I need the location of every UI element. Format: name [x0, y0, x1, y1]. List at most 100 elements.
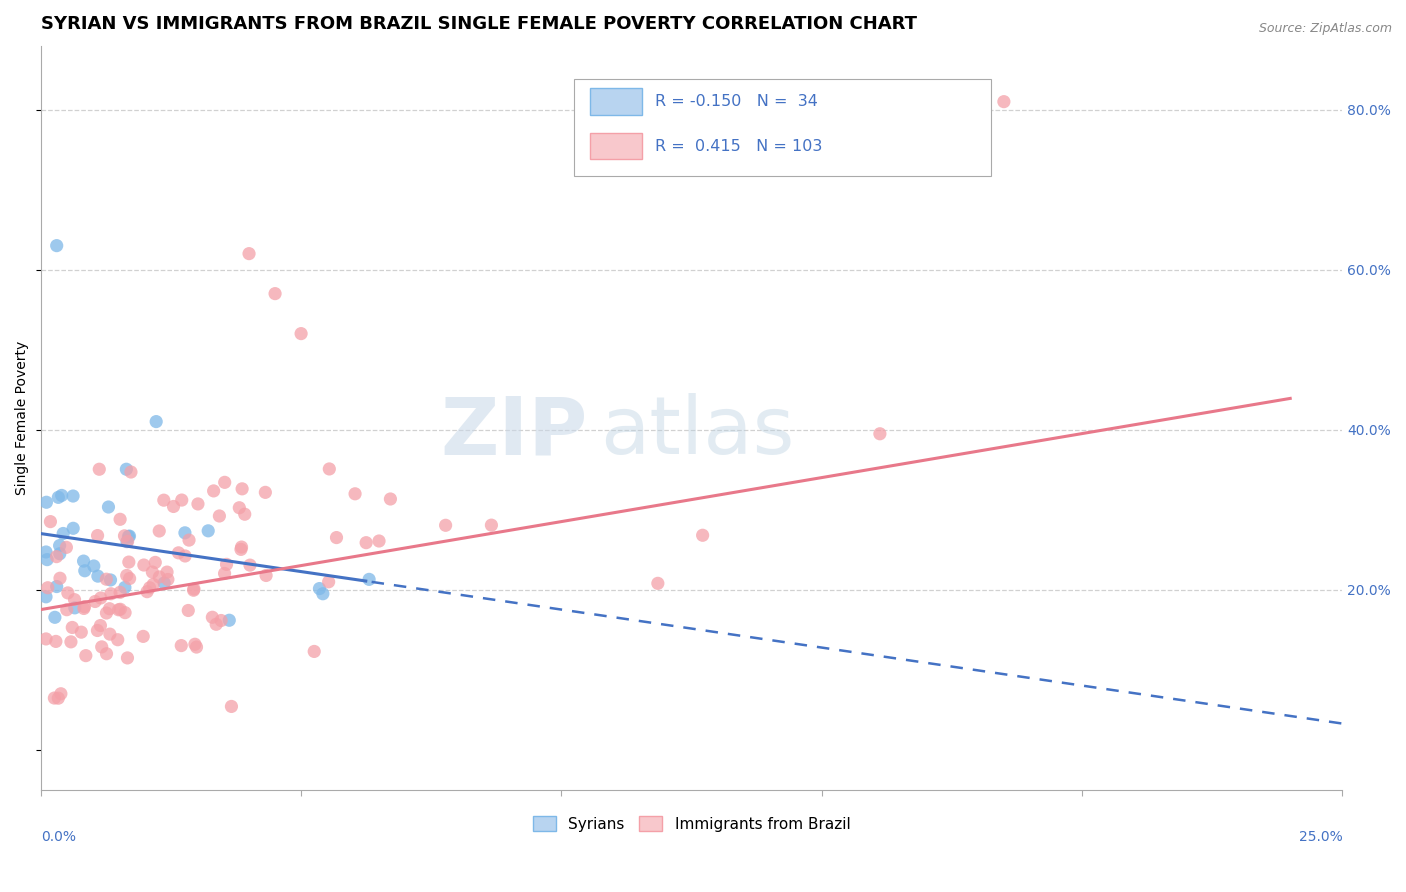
Point	[114, 529, 136, 543]
Text: SYRIAN VS IMMIGRANTS FROM BRAZIL SINGLE FEMALE POVERTY CORRELATION CHART: SYRIAN VS IMMIGRANTS FROM BRAZIL SINGLE …	[41, 15, 917, 33]
Point	[145, 415, 167, 429]
Point	[153, 576, 176, 591]
Point	[44, 610, 66, 624]
Y-axis label: Single Female Poverty: Single Female Poverty	[15, 341, 30, 495]
Point	[136, 584, 159, 599]
Point	[87, 569, 110, 583]
Point	[138, 581, 160, 595]
Point	[162, 500, 184, 514]
Text: ZIP: ZIP	[440, 393, 588, 472]
Point	[208, 508, 231, 523]
Point	[35, 545, 58, 559]
Point	[62, 521, 84, 535]
Point	[48, 539, 70, 553]
Point	[70, 625, 93, 640]
Point	[228, 500, 250, 515]
Point	[434, 518, 457, 533]
Text: atlas: atlas	[600, 393, 794, 472]
Point	[55, 541, 77, 555]
Point	[100, 587, 122, 601]
Point	[45, 634, 67, 648]
Point	[318, 574, 340, 589]
Point	[117, 529, 139, 543]
Point	[96, 572, 118, 586]
Point	[254, 568, 277, 582]
Point	[380, 491, 402, 506]
Point	[993, 95, 1015, 109]
Point	[354, 535, 377, 549]
Point	[481, 518, 503, 533]
Point	[84, 594, 107, 608]
Point	[231, 482, 253, 496]
Point	[308, 582, 330, 596]
Point	[86, 528, 108, 542]
Point	[174, 525, 197, 540]
Point	[46, 491, 69, 505]
Point	[869, 426, 891, 441]
Point	[177, 533, 200, 547]
Point	[156, 573, 179, 587]
Text: Source: ZipAtlas.com: Source: ZipAtlas.com	[1258, 22, 1392, 36]
Point	[141, 565, 163, 579]
Point	[98, 627, 121, 641]
Point	[98, 601, 121, 615]
Point	[75, 648, 97, 663]
Point	[221, 699, 243, 714]
Point	[35, 632, 58, 646]
Point	[86, 624, 108, 638]
Point	[100, 573, 122, 587]
Point	[170, 493, 193, 508]
Point	[302, 644, 325, 658]
Point	[156, 565, 179, 579]
Point	[97, 500, 120, 514]
Point	[132, 629, 155, 643]
Point	[120, 465, 142, 479]
Point	[229, 542, 252, 557]
Point	[142, 577, 165, 591]
Point	[233, 507, 256, 521]
Point	[239, 558, 262, 573]
Point	[35, 495, 58, 509]
Point	[73, 601, 96, 615]
Point	[117, 651, 139, 665]
FancyBboxPatch shape	[575, 79, 991, 176]
Point	[49, 547, 72, 561]
Point	[202, 483, 225, 498]
Point	[55, 603, 77, 617]
Point	[174, 549, 197, 563]
Point	[132, 558, 155, 572]
Point	[214, 475, 236, 490]
Point	[148, 570, 170, 584]
Point	[312, 587, 335, 601]
Legend: Syrians, Immigrants from Brazil: Syrians, Immigrants from Brazil	[527, 809, 856, 838]
Point	[359, 573, 381, 587]
Point	[368, 534, 391, 549]
Point	[108, 585, 131, 599]
Point	[37, 552, 59, 566]
Point	[114, 581, 136, 595]
Point	[184, 637, 207, 651]
Point	[49, 571, 72, 585]
Point	[148, 524, 170, 538]
Point	[692, 528, 714, 542]
Text: R =  0.415   N = 103: R = 0.415 N = 103	[655, 138, 823, 153]
Point	[107, 632, 129, 647]
Point	[60, 620, 83, 634]
Point	[90, 640, 112, 654]
Point	[115, 568, 138, 582]
Point	[72, 554, 94, 568]
Point	[96, 606, 118, 620]
Point	[170, 639, 193, 653]
Point	[96, 647, 118, 661]
Point	[167, 546, 190, 560]
Text: 25.0%: 25.0%	[1299, 830, 1343, 845]
Point	[45, 238, 67, 252]
Point	[89, 618, 111, 632]
Point	[49, 687, 72, 701]
Point	[647, 576, 669, 591]
Point	[214, 566, 236, 581]
Point	[37, 581, 59, 595]
Point	[290, 326, 312, 341]
Point	[44, 691, 66, 706]
Point	[254, 485, 277, 500]
